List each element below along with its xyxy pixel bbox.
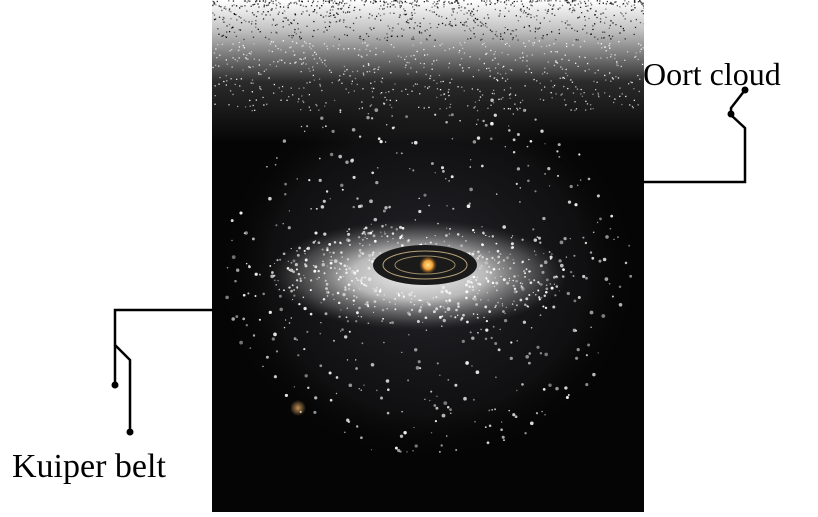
- kuiper-belt-leader-dot: [111, 381, 119, 389]
- top-noise-grain: [212, 0, 644, 112]
- oort-cloud-leader-dot: [741, 86, 749, 94]
- oort-cloud-label: Oort cloud: [643, 56, 781, 92]
- oort-cloud-leader-dot: [727, 110, 735, 118]
- top-noise-fade: [212, 0, 644, 512]
- kuiper-belt-leader-line: [113, 308, 212, 432]
- kuiper-belt-label: Kuiper belt: [12, 448, 166, 485]
- kuiper-belt-leader-dot: [126, 428, 134, 436]
- oort-cloud-leader-line: [644, 89, 747, 184]
